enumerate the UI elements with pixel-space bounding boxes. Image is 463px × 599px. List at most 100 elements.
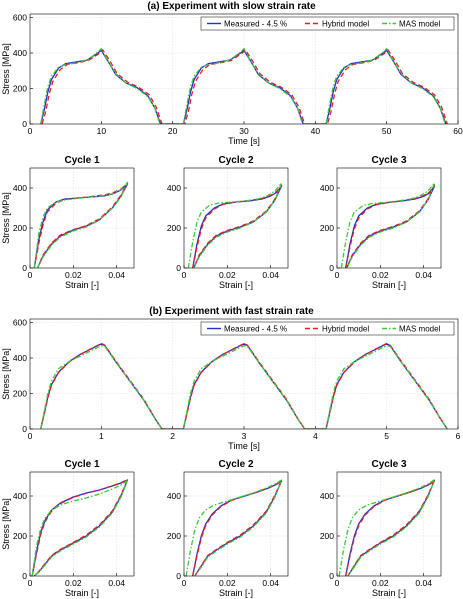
series-line-hybrid <box>192 184 283 268</box>
x-tick-label: 10 <box>97 126 107 136</box>
x-tick-label: 2 <box>170 431 175 441</box>
series-line-mas <box>33 181 129 268</box>
axes-frame <box>29 13 459 125</box>
legend-label-measured: Measured - 4.5 % <box>224 325 287 334</box>
series-group <box>185 479 283 576</box>
y-tick-label: 600 <box>13 13 27 23</box>
series-line-measured <box>345 185 436 268</box>
plot-area <box>337 472 441 576</box>
x-tick-label: 0 <box>335 578 340 588</box>
axes-frame <box>29 318 459 430</box>
y-tick-label: 200 <box>320 223 334 233</box>
chart-slow-cycle-2: 0 0.02 0.04 0 200 400 Cycle 2 Strain [-] <box>167 155 289 290</box>
axes-frame <box>183 167 289 269</box>
series-line-mas <box>185 479 283 576</box>
series-line-mas <box>31 479 129 576</box>
panel-title: Cycle 1 <box>64 155 99 166</box>
y-tick-label: 200 <box>13 531 27 541</box>
series-group <box>40 342 448 429</box>
x-axis-label: Strain [-] <box>372 588 406 598</box>
x-axis-label: Strain [-] <box>65 588 99 598</box>
x-axis-label: Time [s] <box>228 136 260 146</box>
x-tick-label: 5 <box>384 431 389 441</box>
series-line-mas <box>187 182 283 268</box>
plot-area <box>184 472 288 576</box>
x-tick-label: 40 <box>311 126 321 136</box>
x-tick-label: 0.02 <box>65 270 82 280</box>
y-tick-label: 0 <box>176 263 181 273</box>
series-line-measured <box>192 185 283 268</box>
y-tick-label: 0 <box>22 424 27 434</box>
legend-label-hybrid: Hybrid model <box>322 20 369 29</box>
series-line-hybrid <box>41 49 448 124</box>
x-tick-label: 0 <box>182 270 187 280</box>
panel-title: Cycle 2 <box>218 155 253 166</box>
y-tick-label: 200 <box>13 84 27 94</box>
y-tick-label: 200 <box>167 223 181 233</box>
x-tick-label: 0.02 <box>65 578 82 588</box>
series-group <box>338 478 436 576</box>
plot-area <box>30 168 134 268</box>
x-tick-label: 0 <box>28 270 33 280</box>
y-tick-label: 200 <box>13 223 27 233</box>
x-tick-label: 50 <box>382 126 392 136</box>
series-line-hybrid <box>31 478 129 576</box>
y-tick-label: 400 <box>13 183 27 193</box>
y-tick-label: 0 <box>22 263 27 273</box>
axes-frame <box>29 471 135 577</box>
legend-label-mas: MAS model <box>399 20 441 29</box>
legend-label-mas: MAS model <box>399 325 441 334</box>
y-tick-label: 400 <box>320 183 334 193</box>
x-tick-label: 0 <box>335 270 340 280</box>
legend: Measured - 4.5 % Hybrid model MAS model <box>200 321 455 336</box>
x-tick-label: 0.04 <box>108 578 125 588</box>
y-tick-label: 400 <box>13 491 27 501</box>
x-axis-label: Time [s] <box>228 441 260 451</box>
series-group <box>31 478 129 576</box>
x-tick-label: 0.02 <box>219 578 236 588</box>
chart-fast-cycle-2: 0 0.02 0.04 0 200 400 Cycle 2 Strain [-] <box>167 459 289 598</box>
x-tick-label: 20 <box>168 126 178 136</box>
section-title-fast: (b) Experiment with fast strain rate <box>149 306 314 317</box>
plot-area <box>337 168 441 268</box>
x-tick-label: 0.04 <box>415 578 432 588</box>
y-tick-label: 0 <box>22 119 27 129</box>
x-tick-label: 0.02 <box>219 270 236 280</box>
legend-label-hybrid: Hybrid model <box>322 325 369 334</box>
panel-title: Cycle 3 <box>371 459 406 470</box>
panel-title: Cycle 1 <box>64 459 99 470</box>
series-group <box>33 181 129 268</box>
legend-box <box>200 16 455 31</box>
axes-frame <box>29 167 135 269</box>
x-tick-label: 0 <box>28 431 33 441</box>
y-axis-label: Stress [MPa] <box>1 498 11 550</box>
series-line-mas <box>340 182 436 268</box>
series-line-hybrid <box>345 184 436 268</box>
chart-fast-cycle-3: 0 0.02 0.04 0 200 400 Cycle 3 Strain [-] <box>320 459 442 598</box>
y-axis-label: Stress [MPa] <box>1 348 11 400</box>
series-group <box>340 182 436 268</box>
x-tick-label: 6 <box>456 431 461 441</box>
x-tick-label: 0 <box>28 578 33 588</box>
y-tick-label: 200 <box>167 531 181 541</box>
series-group <box>40 47 448 124</box>
chart-slow-cycle-1: 0 0.02 0.04 0 200 400 Cycle 1 Strain [-] Stress … <box>1 155 135 290</box>
plot-area <box>30 472 134 576</box>
y-tick-label: 400 <box>167 183 181 193</box>
y-tick-label: 400 <box>13 353 27 363</box>
chart-slow-cycle-3: 0 0.02 0.04 0 200 400 Cycle 3 Strain [-] <box>320 155 442 290</box>
y-axis-label: Stress [MPa] <box>1 43 11 95</box>
y-tick-label: 400 <box>13 48 27 58</box>
y-tick-label: 400 <box>167 491 181 501</box>
x-tick-label: 0.04 <box>262 270 279 280</box>
legend: Measured - 4.5 % Hybrid model MAS model <box>200 16 455 31</box>
x-tick-label: 0.02 <box>372 270 389 280</box>
y-tick-label: 0 <box>329 571 334 581</box>
x-tick-label: 3 <box>242 431 247 441</box>
panel-title: Cycle 3 <box>371 155 406 166</box>
y-tick-label: 0 <box>176 571 181 581</box>
legend-box <box>200 321 455 336</box>
